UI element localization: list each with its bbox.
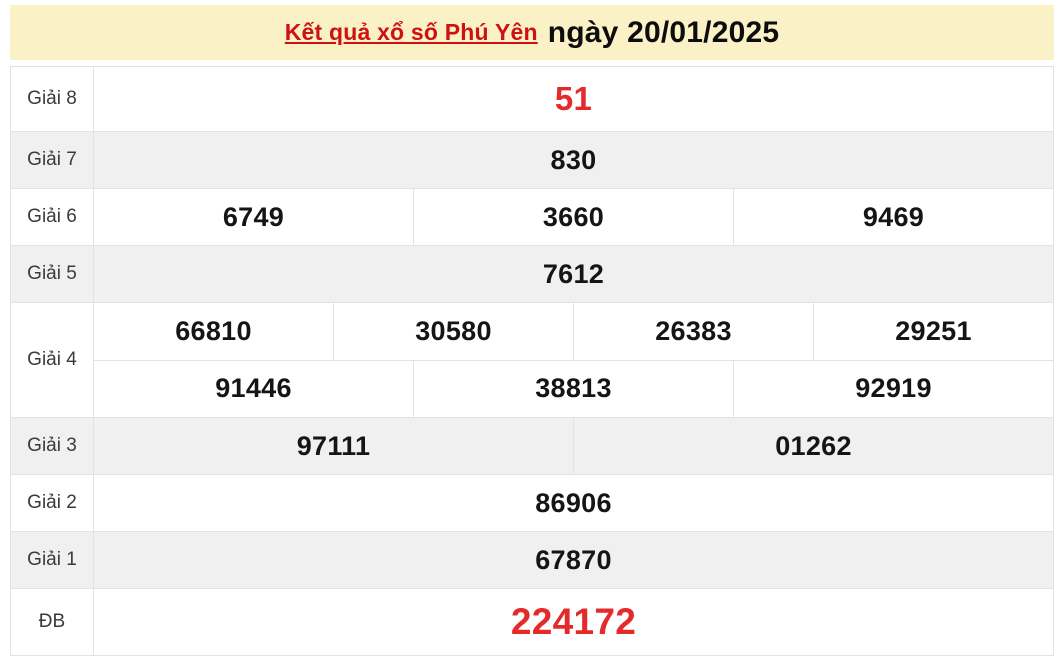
prize-row-giai-5: Giải 5 7612	[11, 245, 1053, 302]
results-header-banner: Kết quả xổ số Phú Yên ngày 20/01/2025	[10, 5, 1054, 60]
prize-label: Giải 4	[11, 303, 94, 417]
prize-number: 51	[554, 80, 593, 117]
prize-label: Giải 2	[11, 475, 94, 531]
prize-number: 01262	[573, 418, 1053, 474]
prize-label: Giải 1	[11, 532, 94, 588]
prize-row-giai-3: Giải 3 97111 01262	[11, 417, 1053, 474]
prize-number: 3660	[413, 189, 733, 245]
prize-number: 97111	[296, 430, 371, 461]
lottery-title-link[interactable]: Kết quả xổ số Phú Yên	[284, 19, 538, 45]
prize-label: Giải 8	[11, 67, 94, 131]
prize-row-giai-1: Giải 1 67870	[11, 531, 1053, 588]
prize-label: Giải 5	[11, 246, 94, 302]
prize-row-giai-2: Giải 2 86906	[11, 474, 1053, 531]
prize-number: 66810	[175, 315, 252, 346]
prize-number: 26383	[573, 303, 813, 360]
prize-label: Giải 6	[11, 189, 94, 245]
prize-number: 6749	[222, 201, 285, 232]
prize-number: 86906	[535, 487, 612, 518]
prize-number: 7612	[542, 258, 605, 289]
draw-date: ngày 20/01/2025	[547, 15, 780, 49]
prize-number: 29251	[813, 303, 1053, 360]
prize-number: 38813	[413, 360, 733, 417]
results-table: Giải 8 51 Giải 7 830 Giải 6 6749 3660 94…	[10, 66, 1054, 656]
prize-row-giai-6: Giải 6 6749 3660 9469	[11, 188, 1053, 245]
prize-number: 830	[550, 144, 597, 175]
prize-row-dac-biet: ĐB 224172	[11, 588, 1053, 655]
prize-label: Giải 3	[11, 418, 94, 474]
prize-number: 224172	[510, 601, 637, 642]
prize-row-giai-8: Giải 8 51	[11, 67, 1053, 131]
prize-number: 92919	[733, 360, 1053, 417]
prize-number: 9469	[733, 189, 1053, 245]
prize-row-giai-7: Giải 7 830	[11, 131, 1053, 188]
prize-row-giai-4: Giải 4 66810 30580 26383 29251 91446 388…	[11, 302, 1053, 417]
prize-label: ĐB	[11, 589, 94, 655]
prize-number: 30580	[333, 303, 573, 360]
prize-label: Giải 7	[11, 132, 94, 188]
prize-number: 67870	[535, 544, 612, 575]
prize-number: 91446	[215, 373, 292, 404]
